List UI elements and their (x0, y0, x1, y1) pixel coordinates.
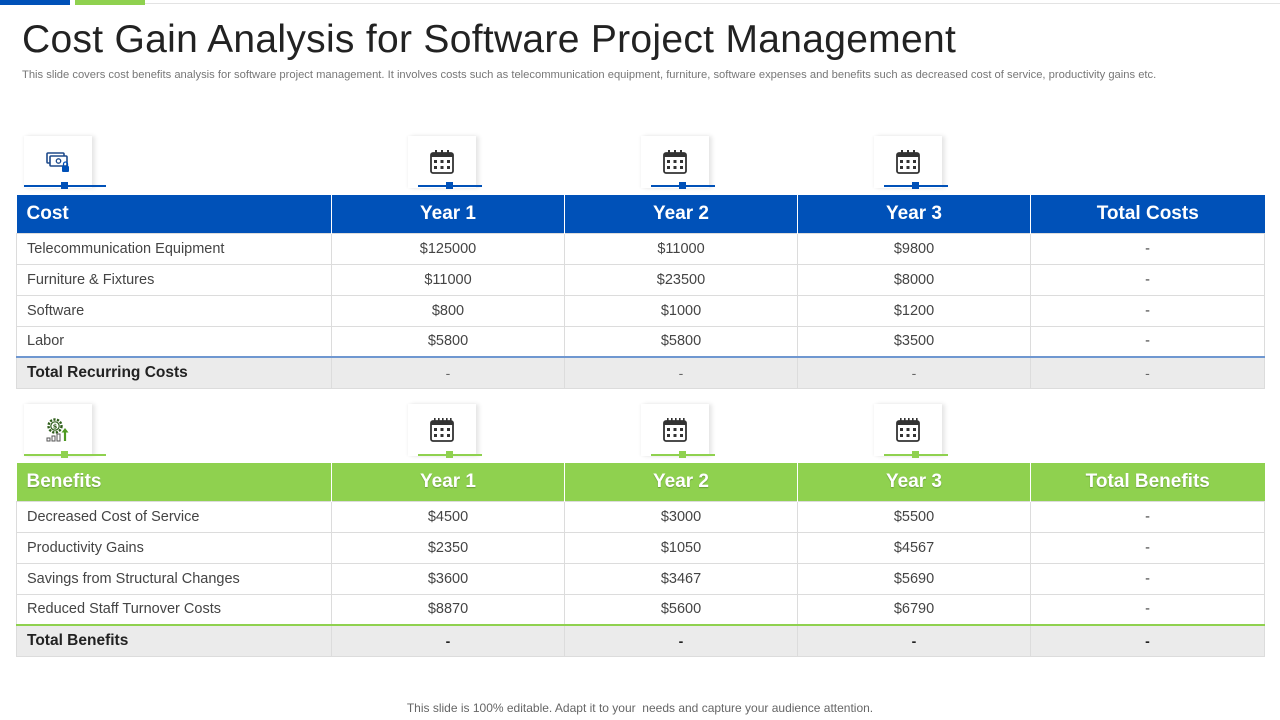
column-header: Total Benefits (1030, 463, 1265, 501)
column-header: Year 3 (797, 195, 1031, 233)
cell-value: $4500 (331, 500, 565, 533)
icon-marker (912, 451, 919, 458)
cell-value: $1000 (564, 294, 798, 327)
row-label: Telecommunication Equipment (16, 232, 332, 265)
table-row: Reduced Staff Turnover Costs $8870 $5600… (16, 593, 1265, 626)
icon-marker (446, 182, 453, 189)
cell-value: $23500 (564, 263, 798, 296)
column-header: Cost (16, 195, 332, 233)
cell-value: $11000 (331, 263, 565, 296)
slide-footer-note: This slide is 100% editable. Adapt it to… (406, 701, 874, 715)
table-row: Savings from Structural Changes $3600 $3… (16, 562, 1265, 595)
cell-value: $5690 (797, 562, 1031, 595)
slide-title: Cost Gain Analysis for Software Project … (22, 18, 957, 61)
cell-value: - (1030, 593, 1265, 626)
calendar-icon (641, 404, 709, 456)
table-header-row: Cost Year 1 Year 2 Year 3 Total Costs (16, 195, 1265, 233)
accent-segment-green (75, 0, 145, 5)
total-value: - (1030, 356, 1265, 389)
row-label: Productivity Gains (16, 531, 332, 564)
money-lock-icon (24, 136, 92, 188)
calendar-icon (408, 136, 476, 188)
calendar-icon (874, 136, 942, 188)
cell-value: $4567 (797, 531, 1031, 564)
costs-table: Cost Year 1 Year 2 Year 3 Total Costs Te… (16, 195, 1265, 389)
table-row: Furniture & Fixtures $11000 $23500 $8000… (16, 263, 1265, 296)
cell-value: - (1030, 232, 1265, 265)
total-value: - (331, 356, 565, 389)
slide-subtitle: This slide covers cost benefits analysis… (22, 69, 1157, 81)
table-row: Software $800 $1000 $1200 - (16, 294, 1265, 327)
column-header: Benefits (16, 463, 332, 501)
cell-value: - (1030, 325, 1265, 358)
column-header: Total Costs (1030, 195, 1265, 233)
calendar-icon (874, 404, 942, 456)
icon-marker (61, 451, 68, 458)
row-label: Decreased Cost of Service (16, 500, 332, 533)
cell-value: $9800 (797, 232, 1031, 265)
cell-value: $3467 (564, 562, 798, 595)
calendar-icon (408, 404, 476, 456)
cell-value: - (1030, 531, 1265, 564)
cell-value: $1200 (797, 294, 1031, 327)
gear-dollar-growth-icon: $ (24, 404, 92, 456)
top-accent-bar (0, 0, 1280, 6)
total-value: - (797, 356, 1031, 389)
row-label: Reduced Staff Turnover Costs (16, 593, 332, 626)
cell-value: $8000 (797, 263, 1031, 296)
column-header: Year 1 (331, 195, 565, 233)
table-row: Telecommunication Equipment $125000 $110… (16, 232, 1265, 265)
icon-marker (446, 451, 453, 458)
calendar-icon (641, 136, 709, 188)
row-label: Software (16, 294, 332, 327)
column-header: Year 3 (797, 463, 1031, 501)
cell-value: $5500 (797, 500, 1031, 533)
cell-value: $2350 (331, 531, 565, 564)
total-value: - (797, 624, 1031, 657)
cell-value: $6790 (797, 593, 1031, 626)
cell-value: $8870 (331, 593, 565, 626)
total-value: - (1030, 624, 1265, 657)
cell-value: - (1030, 294, 1265, 327)
cell-value: - (1030, 263, 1265, 296)
table-row: Productivity Gains $2350 $1050 $4567 - (16, 531, 1265, 564)
cell-value: $800 (331, 294, 565, 327)
benefits-table: Benefits Year 1 Year 2 Year 3 Total Bene… (16, 463, 1265, 657)
row-label: Furniture & Fixtures (16, 263, 332, 296)
svg-text:$: $ (53, 423, 58, 431)
total-label: Total Recurring Costs (16, 356, 332, 389)
total-row: Total Recurring Costs - - - - (16, 356, 1265, 389)
accent-segment-blue (0, 0, 70, 5)
cell-value: $3500 (797, 325, 1031, 358)
icon-marker (679, 182, 686, 189)
cell-value: $3600 (331, 562, 565, 595)
table-header-row: Benefits Year 1 Year 2 Year 3 Total Bene… (16, 463, 1265, 501)
row-label: Savings from Structural Changes (16, 562, 332, 595)
cell-value: $125000 (331, 232, 565, 265)
cell-value: $5600 (564, 593, 798, 626)
cell-value: $11000 (564, 232, 798, 265)
table-row: Decreased Cost of Service $4500 $3000 $5… (16, 500, 1265, 533)
total-value: - (331, 624, 565, 657)
icon-marker (679, 451, 686, 458)
total-row: Total Benefits - - - - (16, 624, 1265, 657)
table-row: Labor $5800 $5800 $3500 - (16, 325, 1265, 358)
cell-value: $3000 (564, 500, 798, 533)
cell-value: - (1030, 500, 1265, 533)
accent-line (145, 3, 1280, 4)
column-header: Year 2 (564, 463, 798, 501)
total-label: Total Benefits (16, 624, 332, 657)
icon-marker (61, 182, 68, 189)
cell-value: $5800 (331, 325, 565, 358)
row-label: Labor (16, 325, 332, 358)
column-header: Year 2 (564, 195, 798, 233)
cell-value: $1050 (564, 531, 798, 564)
icon-marker (912, 182, 919, 189)
total-value: - (564, 624, 798, 657)
column-header: Year 1 (331, 463, 565, 501)
cell-value: $5800 (564, 325, 798, 358)
total-value: - (564, 356, 798, 389)
cell-value: - (1030, 562, 1265, 595)
